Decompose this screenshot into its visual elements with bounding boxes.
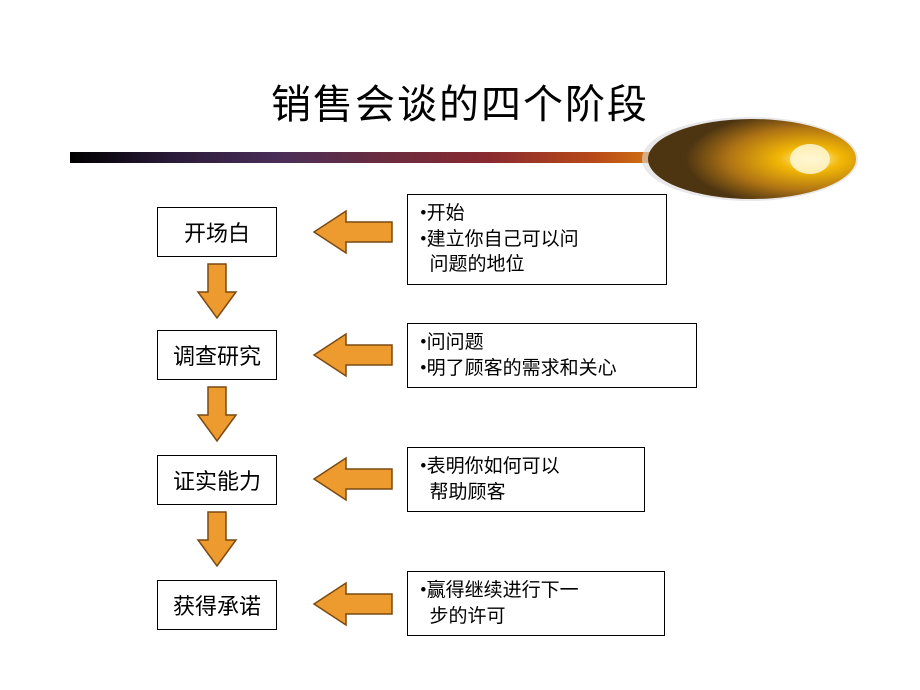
detail-line: •明了顾客的需求和关心 — [420, 356, 686, 382]
detail-line: 帮助顾客 — [420, 480, 634, 506]
detail-line: •表明你如何可以 — [420, 454, 634, 480]
stage-box-3: 证实能力 — [157, 455, 277, 505]
detail-line: •赢得继续进行下一 — [420, 578, 654, 604]
arrow-left-icon — [312, 209, 394, 255]
stage-label: 开场白 — [184, 216, 250, 248]
stage-label: 获得承诺 — [173, 589, 261, 621]
slide: 销售会谈的四个阶段 开场白 调查研究 证实能力 获得承诺 — [0, 0, 920, 690]
arrow-down-icon — [196, 385, 238, 443]
divider-ellipse-icon — [640, 112, 860, 207]
stage-label: 证实能力 — [173, 464, 261, 496]
stage-label: 调查研究 — [173, 339, 261, 371]
detail-box-4: •赢得继续进行下一 步的许可 — [407, 571, 665, 636]
stage-box-1: 开场白 — [157, 207, 277, 257]
arrow-left-icon — [312, 581, 394, 627]
detail-box-2: •问问题 •明了顾客的需求和关心 — [407, 323, 697, 388]
stage-box-4: 获得承诺 — [157, 580, 277, 630]
detail-box-3: •表明你如何可以 帮助顾客 — [407, 447, 645, 512]
detail-box-1: •开始 •建立你自己可以问 问题的地位 — [407, 194, 667, 285]
arrow-down-icon — [196, 262, 238, 320]
title-divider — [70, 130, 850, 190]
detail-line: 步的许可 — [420, 604, 654, 630]
arrow-left-icon — [312, 456, 394, 502]
detail-line: •开始 — [420, 201, 656, 227]
arrow-down-icon — [196, 510, 238, 568]
arrow-left-icon — [312, 332, 394, 378]
stage-box-2: 调查研究 — [157, 330, 277, 380]
detail-line: •建立你自己可以问 — [420, 227, 656, 253]
detail-line: 问题的地位 — [420, 252, 656, 278]
detail-line: •问问题 — [420, 330, 686, 356]
